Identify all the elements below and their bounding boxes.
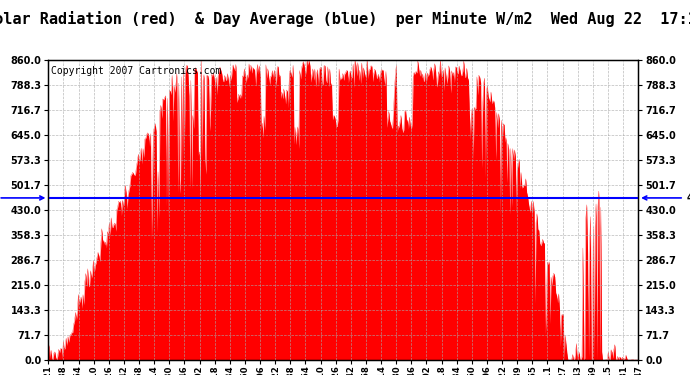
Text: Copyright 2007 Cartronics.com: Copyright 2007 Cartronics.com [51,66,221,76]
Text: 464.61: 464.61 [0,193,43,203]
Text: Solar Radiation (red)  & Day Average (blue)  per Minute W/m2  Wed Aug 22  17:11: Solar Radiation (red) & Day Average (blu… [0,11,690,27]
Text: 464.61: 464.61 [643,193,690,203]
